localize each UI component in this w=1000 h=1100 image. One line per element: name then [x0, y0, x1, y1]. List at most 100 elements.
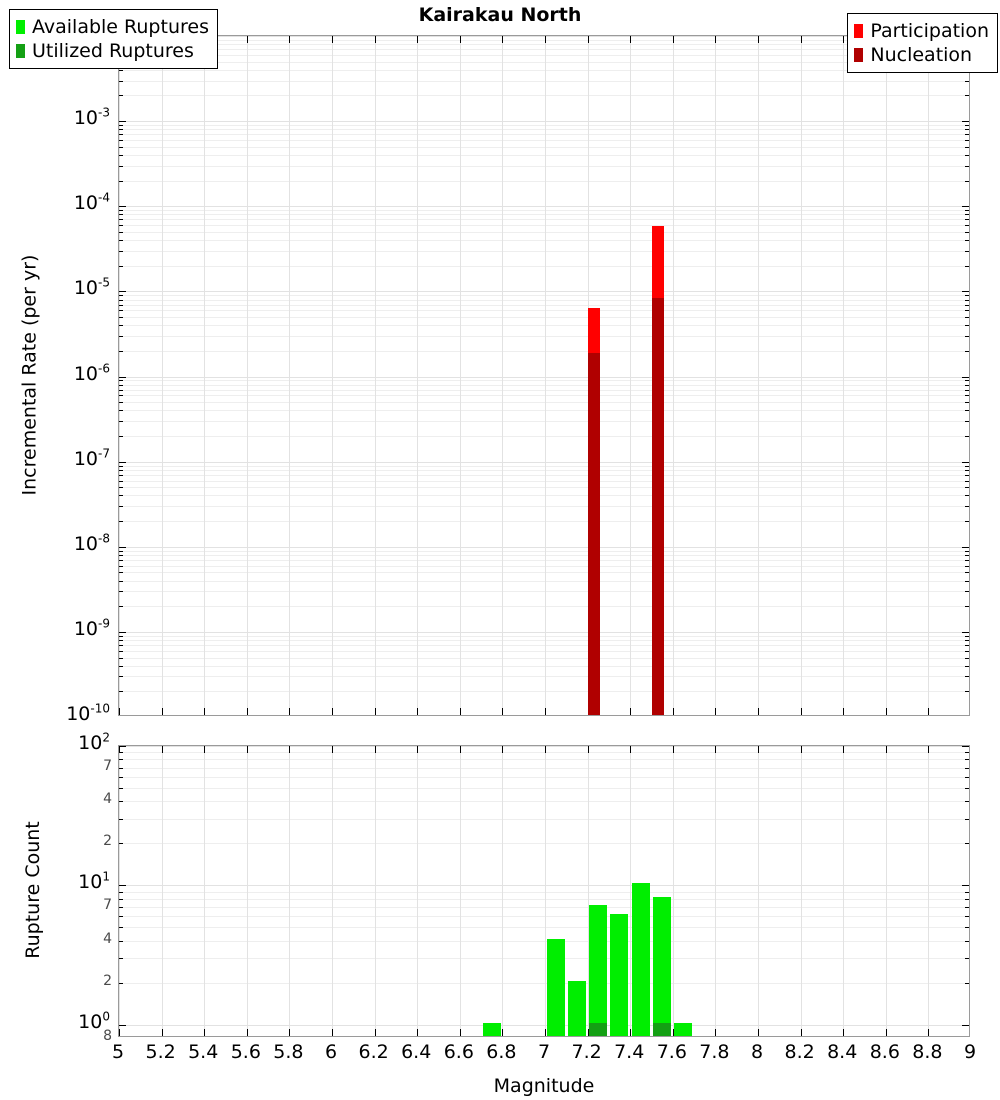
x-tick [801, 708, 802, 715]
x-tick [630, 36, 631, 43]
gridline-horizontal [119, 240, 969, 241]
gridline-vertical [673, 36, 674, 715]
gridline-horizontal [119, 759, 969, 760]
x-axis-tick-label: 6.4 [401, 1041, 432, 1063]
gridline-vertical [630, 36, 631, 715]
gridline-horizontal [119, 147, 969, 148]
gridline-vertical [758, 746, 759, 1036]
gridline-vertical [630, 746, 631, 1036]
bar-segment-nucleation [652, 298, 664, 715]
x-tick [715, 708, 716, 715]
y-tick-minor [119, 155, 123, 156]
legend-label: Available Ruptures [32, 15, 209, 38]
gridline-horizontal [119, 581, 969, 582]
y-tick-minor [965, 475, 969, 476]
y-tick-major [962, 377, 969, 378]
gridline-horizontal [119, 380, 969, 381]
y-tick-minor [119, 907, 123, 908]
x-tick [417, 708, 418, 715]
gridline-vertical [843, 746, 844, 1036]
y-tick-minor [965, 636, 969, 637]
x-tick [417, 746, 418, 753]
legend-color-swatch [16, 20, 25, 34]
x-tick [289, 36, 290, 43]
x-tick [588, 746, 589, 753]
y-tick-minor [119, 214, 123, 215]
gridline-horizontal [119, 819, 969, 820]
x-tick [928, 1029, 929, 1036]
legend-rupture-count-item: Available Ruptures [16, 15, 209, 39]
gridline-horizontal [119, 958, 969, 959]
x-tick [673, 36, 674, 43]
y-tick-minor [119, 958, 123, 959]
y-tick-minor [119, 636, 123, 637]
x-tick [204, 746, 205, 753]
y-axis-tick-label: 100 [78, 1009, 110, 1033]
gridline-horizontal [119, 651, 969, 652]
gridline-vertical [162, 36, 163, 715]
y-tick-minor [119, 81, 123, 82]
y-tick-minor [119, 941, 123, 942]
y-tick-minor [965, 958, 969, 959]
y-tick-minor [965, 572, 969, 573]
y-tick-minor [119, 310, 123, 311]
bar-utilized-ruptures [653, 1023, 671, 1036]
x-axis-tick-label: 5.6 [230, 1041, 261, 1063]
y-tick-minor [965, 219, 969, 220]
y-tick-minor [965, 651, 969, 652]
y-tick-minor [965, 240, 969, 241]
gridline-horizontal [119, 421, 969, 422]
x-tick [630, 746, 631, 753]
y-tick-minor [965, 232, 969, 233]
y-tick-minor [965, 385, 969, 386]
x-tick [545, 708, 546, 715]
bar-segment-nucleation [588, 353, 600, 715]
gridline-horizontal [119, 129, 969, 130]
gridline-horizontal [119, 410, 969, 411]
y-tick-minor [119, 658, 123, 659]
gridline-horizontal [119, 49, 969, 50]
gridline-horizontal [119, 927, 969, 928]
bar-group [588, 308, 600, 715]
y-tick-minor [965, 305, 969, 306]
y-tick-minor [965, 470, 969, 471]
y-tick-minor [119, 666, 123, 667]
y-tick-minor [119, 351, 123, 352]
gridline-horizontal [119, 55, 969, 56]
y-tick-minor [965, 551, 969, 552]
y-tick-major [119, 547, 126, 548]
y-tick-minor [119, 380, 123, 381]
gridline-vertical [673, 746, 674, 1036]
gridline-horizontal [119, 336, 969, 337]
gridline-horizontal [119, 214, 969, 215]
x-tick [460, 1029, 461, 1036]
gridline-horizontal [119, 466, 969, 467]
y-tick-minor [965, 899, 969, 900]
gridline-vertical [417, 746, 418, 1036]
x-tick [289, 746, 290, 753]
y-tick-minor [119, 560, 123, 561]
x-tick [417, 1029, 418, 1036]
gridline-horizontal [119, 606, 969, 607]
y-axis-minor-tick-label: 7 [103, 757, 112, 774]
gridline-vertical [375, 746, 376, 1036]
bar-available-ruptures [632, 883, 650, 1036]
gridline-horizontal [119, 551, 969, 552]
x-tick [843, 1029, 844, 1036]
gridline-horizontal [119, 547, 969, 548]
y-tick-minor [965, 819, 969, 820]
x-axis-tick-label: 5.4 [188, 1041, 219, 1063]
y-tick-minor [119, 147, 123, 148]
y-tick-major [119, 121, 126, 122]
y-tick-minor [965, 658, 969, 659]
y-tick-minor [965, 640, 969, 641]
gridline-vertical [162, 746, 163, 1036]
gridline-horizontal [119, 691, 969, 692]
y-tick-minor [119, 591, 123, 592]
y-tick-minor [119, 466, 123, 467]
gridline-vertical [886, 746, 887, 1036]
gridline-vertical [545, 746, 546, 1036]
gridline-horizontal [119, 300, 969, 301]
gridline-horizontal [119, 632, 969, 633]
y-tick-minor [119, 240, 123, 241]
